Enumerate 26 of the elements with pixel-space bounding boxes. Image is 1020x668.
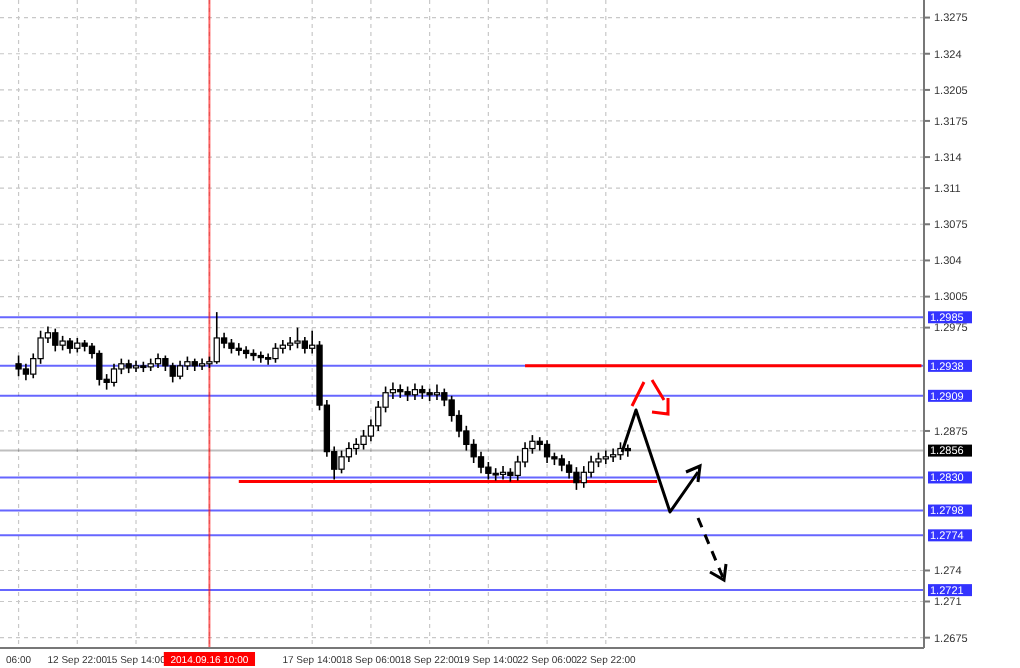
candlestick xyxy=(235,342,242,357)
candlestick xyxy=(110,362,118,388)
candlestick xyxy=(397,383,404,399)
candlestick xyxy=(573,466,580,491)
candlestick xyxy=(609,447,617,463)
candlestick xyxy=(213,311,220,365)
candlestick xyxy=(477,450,485,475)
candlestick xyxy=(345,441,353,463)
candlestick xyxy=(353,437,360,456)
candlestick xyxy=(624,443,631,458)
candlestick xyxy=(433,383,441,401)
candlestick xyxy=(15,354,22,377)
candlestick xyxy=(543,439,551,464)
candlestick xyxy=(169,361,176,384)
candlestick xyxy=(419,384,426,400)
candlestick xyxy=(96,349,103,387)
candlestick xyxy=(338,449,345,475)
candlestick xyxy=(176,359,184,381)
candlestick xyxy=(264,352,272,366)
candlestick xyxy=(294,326,301,350)
candlestick xyxy=(272,342,279,364)
candlestick xyxy=(242,345,250,360)
candlestick xyxy=(389,381,397,400)
candlestick xyxy=(52,327,59,353)
candlestick xyxy=(257,350,264,364)
candlestick xyxy=(499,465,507,481)
